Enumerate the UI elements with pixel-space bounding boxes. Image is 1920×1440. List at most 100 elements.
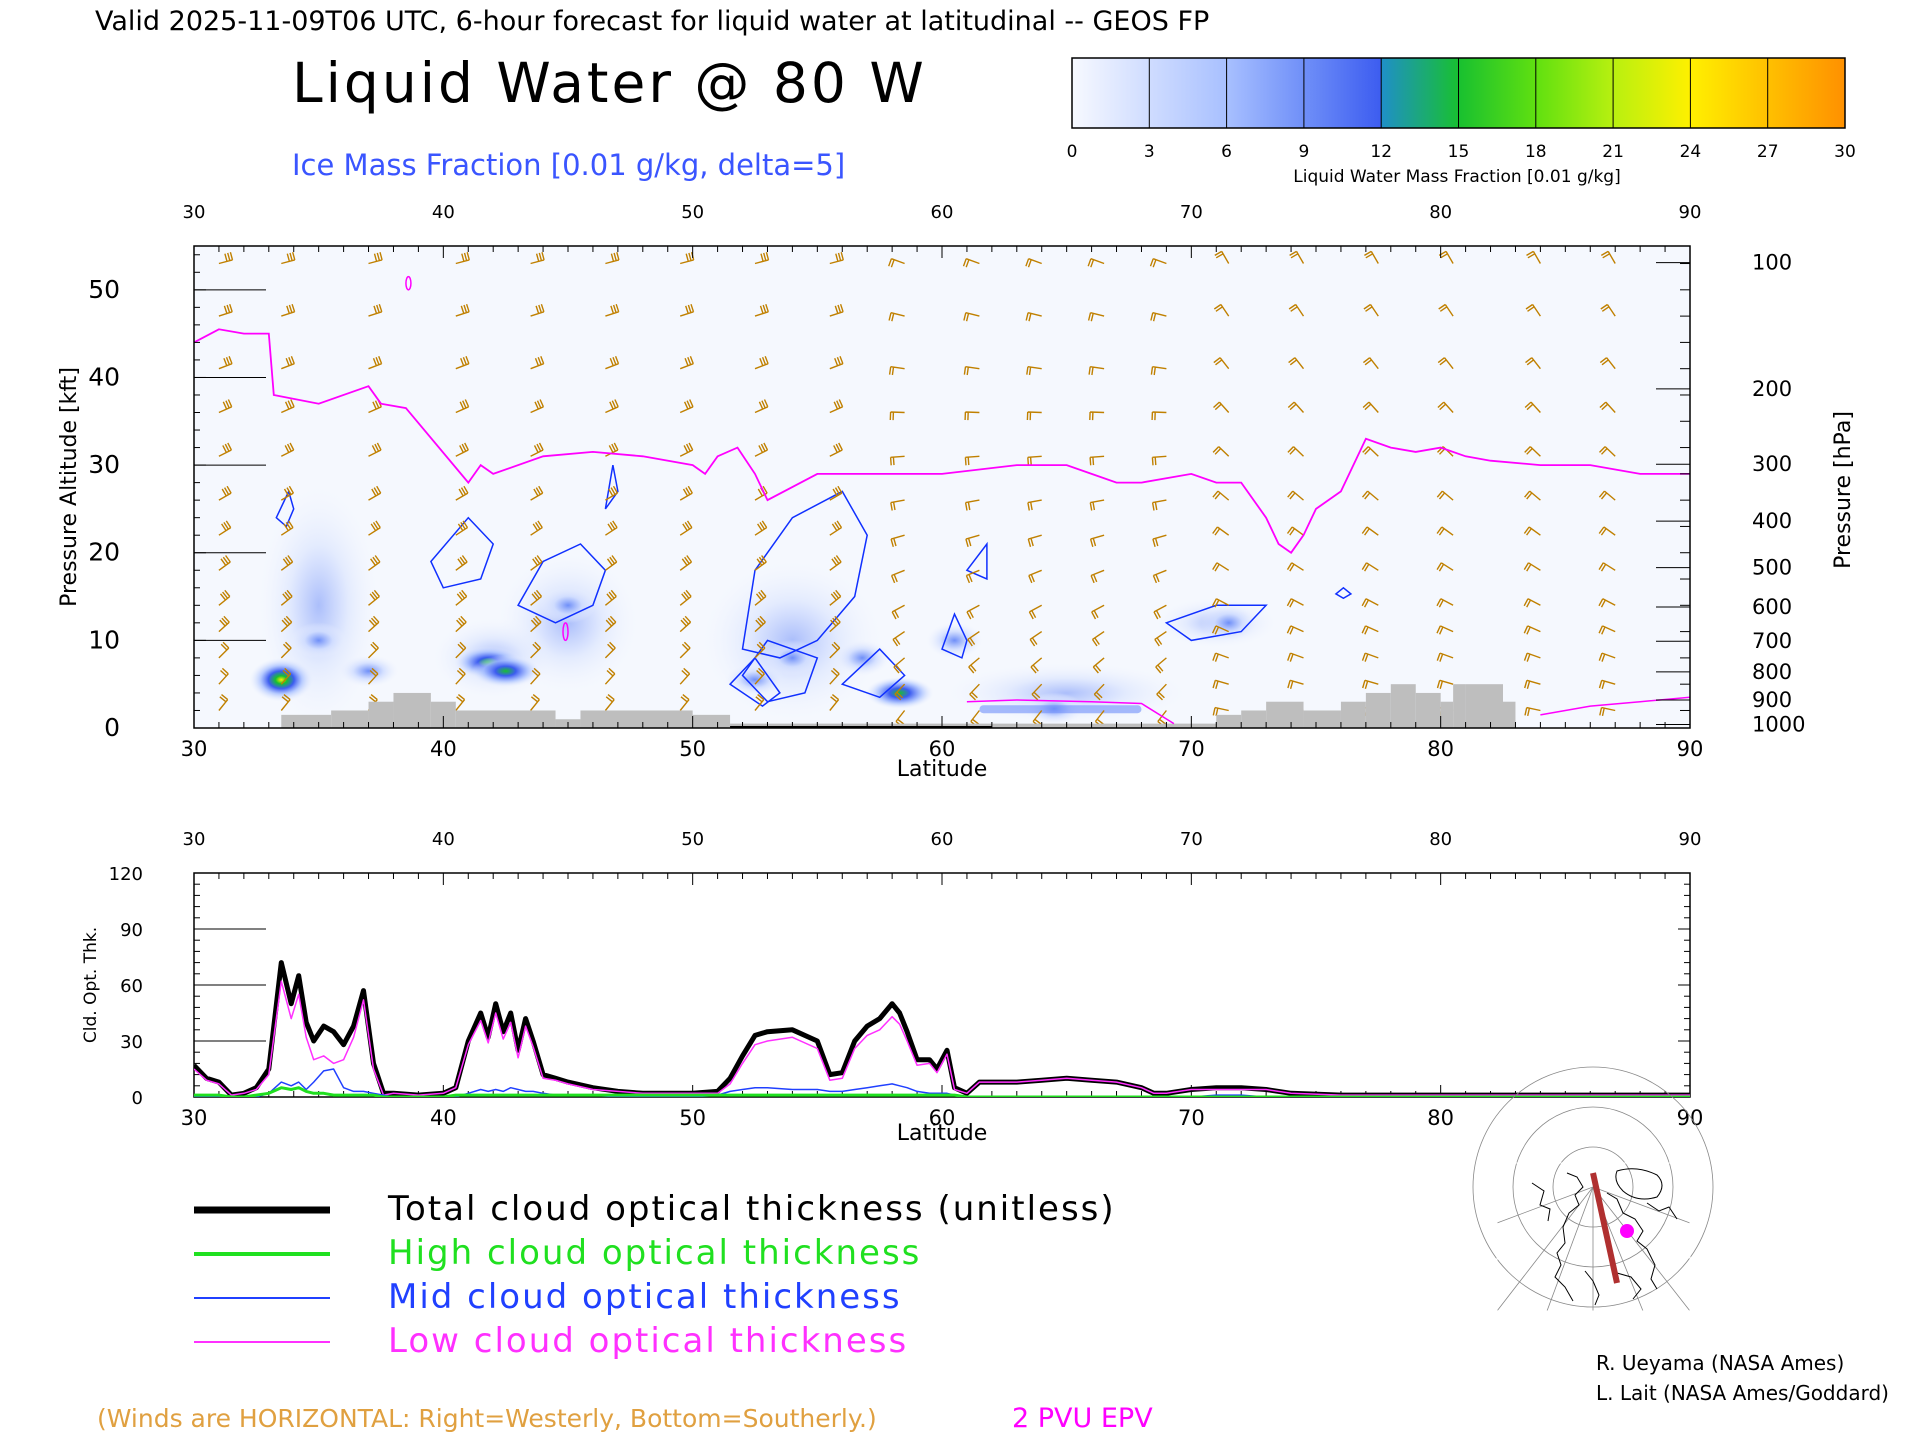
terrain-bar: [1415, 692, 1441, 728]
wind-barb: [890, 534, 905, 547]
map-graticule: [1472, 1066, 1714, 1312]
main-ylabel-right: Pressure [hPa]: [1831, 411, 1856, 569]
wind-barb: [218, 555, 231, 571]
wind-barb: [1524, 446, 1541, 457]
wind-barb: [1362, 401, 1379, 413]
wind-barb: [967, 631, 980, 647]
wind-barb: [679, 589, 692, 606]
wind-barb: [1151, 455, 1167, 466]
wind-barb: [969, 683, 980, 701]
legend-label: Low cloud optical thickness: [388, 1321, 908, 1361]
terrain-bar: [1266, 701, 1304, 728]
wind-barb: [455, 399, 470, 414]
y-tick-label: 30: [88, 450, 120, 479]
wind-barb: [455, 442, 469, 457]
wind-barb: [1025, 258, 1042, 268]
wind-barb: [1089, 499, 1105, 511]
ice-contour: [275, 489, 295, 528]
colorbar-tick-label: 18: [1525, 142, 1547, 162]
x-top-tick-label: 50: [681, 829, 704, 850]
terrain-bar: [1303, 710, 1341, 728]
wind-barb: [1523, 526, 1541, 536]
liquid-water-blob: [471, 655, 540, 688]
cross-section-line: [1590, 1172, 1620, 1284]
colorbar-segment: [1613, 58, 1691, 128]
wind-barb: [1214, 250, 1230, 264]
y-tick-label: 90: [120, 920, 143, 941]
wind-barb: [1212, 526, 1230, 536]
wind-barb: [368, 252, 383, 265]
wind-barb: [280, 615, 293, 633]
wind-barb: [1361, 562, 1379, 572]
wind-barb: [368, 615, 380, 633]
wind-barb: [280, 694, 291, 711]
wind-barb: [1287, 652, 1304, 662]
wind-barb: [754, 694, 765, 711]
colorbar-tick-label: 6: [1221, 142, 1232, 162]
wind-barb: [754, 355, 769, 370]
wind-barb: [754, 589, 767, 606]
wind-barb: [1524, 401, 1541, 413]
wind-barb: [1211, 625, 1229, 635]
wind-barb: [1089, 455, 1105, 466]
x-top-tick-label: 60: [931, 202, 954, 223]
wind-barb: [1212, 706, 1229, 717]
locator-map: [1472, 1066, 1714, 1312]
wind-barb: [1087, 312, 1105, 322]
terrain-bar: [1503, 701, 1516, 728]
wind-barb: [1437, 357, 1454, 370]
wind-barb: [754, 615, 766, 633]
x-top-tick-label: 30: [183, 829, 206, 850]
wind-barb: [455, 355, 470, 370]
wind-barb: [1598, 446, 1616, 457]
wind-barb: [888, 366, 905, 376]
wind-barb: [1212, 652, 1229, 662]
x-top-tick-label: 80: [1429, 829, 1452, 850]
wind-barb: [218, 589, 231, 606]
colorbar-frame: [1071, 57, 1846, 129]
wind-barb: [1524, 706, 1541, 717]
wind-barb: [1025, 312, 1042, 322]
wind-barb: [1599, 401, 1616, 413]
wind-barb: [1089, 534, 1105, 547]
wind-barb: [1525, 303, 1541, 317]
wind-barb: [1154, 631, 1167, 647]
wind-barb: [679, 303, 695, 317]
epv-label: 2 PVU EPV: [1012, 1403, 1153, 1434]
wind-barb: [1286, 526, 1304, 536]
wind-barb: [1150, 366, 1167, 376]
wind-barb: [829, 694, 840, 711]
map-coastlines: [1531, 1168, 1678, 1306]
wind-barb: [679, 694, 690, 711]
terrain-bar: [1453, 684, 1466, 728]
wind-barb: [218, 355, 233, 370]
wind-barb: [1361, 652, 1379, 662]
wind-barb: [1028, 569, 1042, 584]
x-tick-label: 40: [430, 1106, 457, 1130]
series-line-3: [194, 980, 1690, 1096]
wind-barb: [530, 555, 543, 571]
wind-barb: [754, 442, 769, 457]
x-top-tick-label: 40: [432, 829, 455, 850]
wind-barb: [218, 399, 233, 414]
y-tick-label: 0: [132, 1088, 143, 1109]
pressure-tick-label: 600: [1752, 595, 1792, 619]
wind-barb: [754, 252, 770, 265]
wind-barb: [1598, 679, 1616, 689]
wind-barb: [280, 555, 294, 571]
wind-barb: [893, 657, 906, 674]
wind-barb: [218, 303, 233, 317]
liquid-water-band: [979, 705, 1142, 714]
wind-barb: [1525, 357, 1541, 370]
location-marker: [1620, 1224, 1634, 1238]
wind-barb: [455, 615, 467, 633]
x-top-tick-label: 50: [681, 202, 704, 223]
terrain-bar: [281, 714, 332, 728]
wind-barb: [829, 641, 841, 659]
wind-barb: [966, 604, 980, 620]
wind-barb: [963, 312, 980, 322]
wind-barb: [455, 485, 469, 501]
wind-barb: [679, 399, 694, 414]
wind-barb: [1600, 303, 1616, 317]
